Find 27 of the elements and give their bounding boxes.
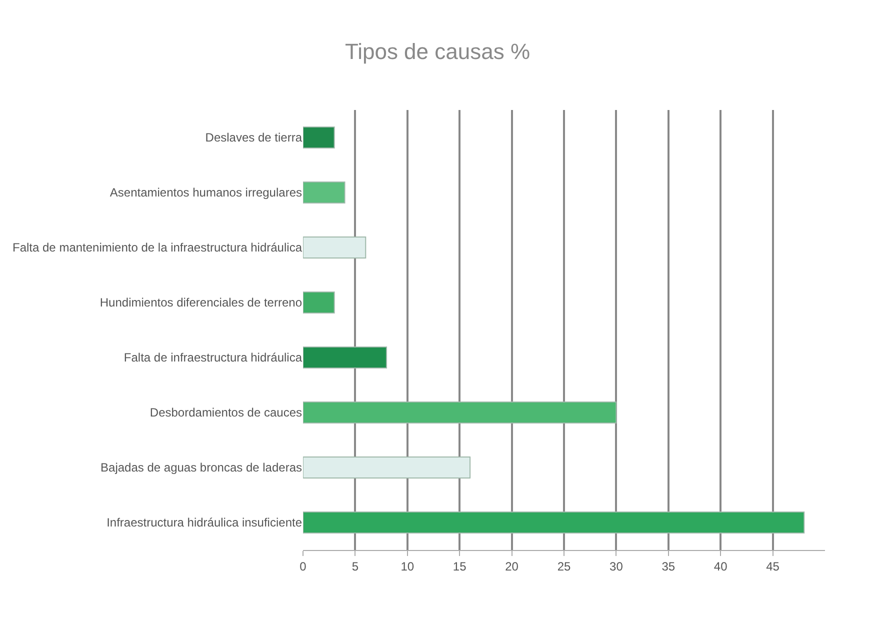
x-tick-label: 5 — [352, 559, 359, 574]
bar — [303, 346, 388, 368]
x-tick-label: 40 — [714, 559, 728, 574]
y-tick-label: Falta de mantenimiento de la infraestructura hidráulica — [12, 240, 302, 255]
bar — [303, 292, 335, 314]
bar — [303, 456, 471, 478]
bar — [303, 236, 366, 258]
x-tick-label: 30 — [610, 559, 624, 574]
y-tick-label: Falta de infraestructura hidráulica — [124, 350, 302, 365]
bar — [303, 182, 346, 204]
x-tick-label: 0 — [300, 559, 307, 574]
y-tick-label: Deslaves de tierra — [205, 130, 302, 145]
x-tick-label: 35 — [662, 559, 676, 574]
y-tick-label: Desbordamientos de cauces — [150, 406, 302, 420]
y-tick-label: Infraestructura hidráulica insuficiente — [106, 516, 302, 530]
x-tick-label: 45 — [766, 559, 780, 574]
y-tick-label: Bajadas de aguas broncas de laderas — [100, 460, 302, 475]
x-tick-label: 25 — [557, 559, 571, 574]
bar — [303, 126, 335, 148]
y-tick-label: Hundimientos diferenciales de terreno — [100, 296, 302, 310]
x-tick-label: 15 — [452, 559, 467, 574]
bar — [303, 512, 805, 534]
bar — [303, 402, 617, 424]
x-tick-label: 20 — [505, 559, 519, 574]
chart-title: Tipos de causas % — [344, 38, 530, 64]
y-tick-label: Asentamientos humanos irregulares — [110, 186, 302, 200]
x-tick-label: 10 — [400, 559, 414, 574]
